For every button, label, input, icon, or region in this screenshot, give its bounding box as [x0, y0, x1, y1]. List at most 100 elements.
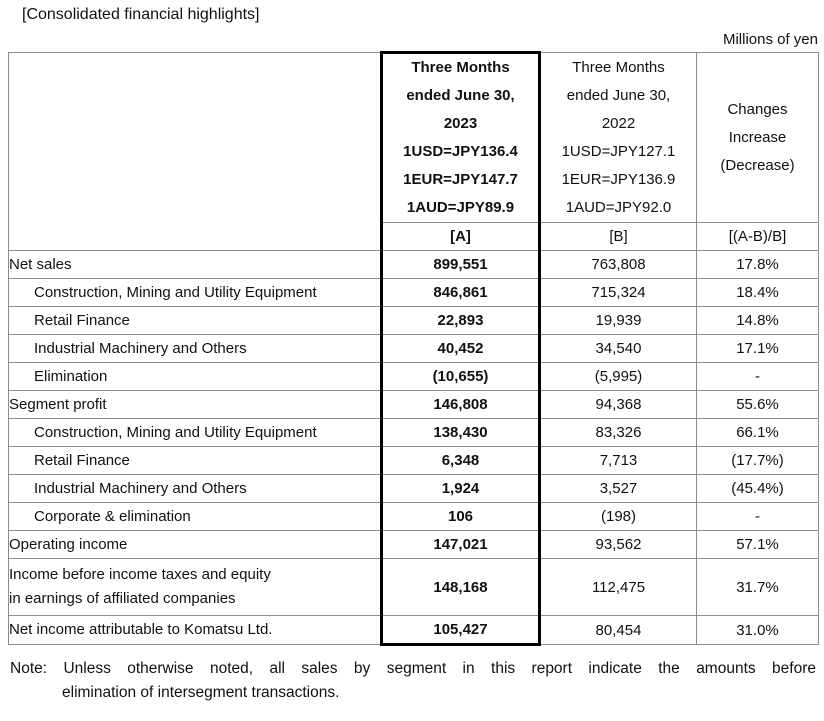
value-change: 31.7%: [696, 558, 819, 616]
row-label-line: Retail Finance: [34, 451, 130, 469]
value-change: 18.4%: [696, 278, 819, 307]
row-label-line: Net sales: [9, 255, 72, 273]
row-label-line: Segment profit: [9, 395, 107, 413]
value-change: -: [696, 502, 819, 531]
value-prior: (198): [539, 502, 697, 531]
value-prior: 763,808: [539, 250, 697, 279]
header-line: Changes: [727, 100, 788, 118]
row-label-line: Industrial Machinery and Others: [34, 339, 247, 357]
row-label: Construction, Mining and Utility Equipme…: [8, 278, 382, 307]
value-prior: 80,454: [539, 615, 697, 645]
table-row: Corporate & elimination 106 (198) -: [8, 502, 819, 531]
table-row: Retail Finance 22,893 19,939 14.8%: [8, 306, 819, 335]
value-current: 138,430: [380, 418, 541, 447]
row-label: Operating income: [8, 530, 382, 559]
value-current: 899,551: [380, 250, 541, 279]
change-key-cell: [(A-B)/B]: [696, 222, 819, 251]
table-row: Industrial Machinery and Others 1,924 3,52…: [8, 474, 819, 503]
value-change: 66.1%: [696, 418, 819, 447]
row-label: Corporate & elimination: [8, 502, 382, 531]
header-line: (Decrease): [720, 156, 795, 174]
row-label-header-cell: [8, 52, 382, 251]
row-label-line: Income before income taxes and equity: [9, 566, 271, 583]
header-line: ended June 30,: [406, 87, 515, 104]
row-label-line: Operating income: [9, 535, 128, 553]
value-current: 148,168: [380, 558, 541, 616]
value-change: (45.4%): [696, 474, 819, 503]
row-label: Construction, Mining and Utility Equipme…: [8, 418, 382, 447]
row-label: Net sales: [8, 250, 382, 279]
row-label: Income before income taxes and equity in …: [8, 558, 382, 616]
value-change: 31.0%: [696, 615, 819, 645]
current-key-cell: [A]: [380, 222, 541, 251]
value-change: (17.7%): [696, 446, 819, 475]
row-label-line: Elimination: [34, 367, 108, 385]
note-line-2: elimination of intersegment transactions…: [62, 684, 340, 701]
prior-period-header-cell: Three Months ended June 30, 2022 1USD=JPY12…: [539, 52, 697, 223]
header-line: Increase: [728, 128, 787, 146]
value-change: 14.8%: [696, 306, 819, 335]
value-prior: 94,368: [539, 390, 697, 419]
value-prior: 7,713: [539, 446, 697, 475]
value-current: 106: [380, 502, 541, 531]
header-line: 1USD=JPY127.1: [561, 142, 676, 160]
header-line: 1AUD=JPY89.9: [406, 199, 515, 216]
table-header: Three Months ended June 30, 2023 1USD=JPY13…: [8, 51, 819, 251]
table-row: Construction, Mining and Utility Equipme…: [8, 278, 819, 307]
value-current: 146,808: [380, 390, 541, 419]
note: Note: Unless otherwise noted, all sales …: [8, 657, 818, 705]
header-line: 1EUR=JPY147.7: [403, 171, 518, 188]
header-line: 1USD=JPY136.4: [403, 143, 518, 160]
row-label: Segment profit: [8, 390, 382, 419]
note-line-1: Note: Unless otherwise noted, all sales …: [10, 660, 816, 677]
page-title: [Consolidated financial highlights]: [22, 6, 260, 23]
row-label-line: Retail Finance: [34, 311, 130, 329]
value-prior: (5,995): [539, 362, 697, 391]
header-line: Three Months: [411, 59, 510, 76]
value-change: 17.8%: [696, 250, 819, 279]
table-row: Net sales 899,551 763,808 17.8%: [8, 250, 819, 279]
value-prior: 715,324: [539, 278, 697, 307]
table-row: Construction, Mining and Utility Equipme…: [8, 418, 819, 447]
row-label-line: Industrial Machinery and Others: [34, 479, 247, 497]
value-change: 55.6%: [696, 390, 819, 419]
value-current: 6,348: [380, 446, 541, 475]
financial-highlights-page: [Consolidated financial highlights] Mill…: [0, 5, 824, 721]
row-label-line: Construction, Mining and Utility Equipme…: [34, 283, 317, 301]
value-change: 57.1%: [696, 530, 819, 559]
value-prior: 112,475: [539, 558, 697, 616]
value-current: 846,861: [380, 278, 541, 307]
table-row: Income before income taxes and equity in …: [8, 558, 819, 616]
row-label-line: in earnings of affiliated companies: [9, 590, 236, 607]
header-key-row: [A] [B] [(A-B)/B]: [9, 222, 819, 251]
row-label: Industrial Machinery and Others: [8, 334, 382, 363]
units-label: Millions of yen: [722, 31, 818, 48]
row-label: Retail Finance: [8, 306, 382, 335]
table-row: Operating income 147,021 93,562 57.1%: [8, 530, 819, 559]
financial-highlights-table: Three Months ended June 30, 2023 1USD=JPY13…: [8, 51, 819, 646]
value-current: 105,427: [380, 615, 541, 646]
value-prior: 19,939: [539, 306, 697, 335]
header-line: 1EUR=JPY136.9: [561, 170, 676, 188]
table-row: Segment profit 146,808 94,368 55.6%: [8, 390, 819, 419]
row-label: Elimination: [8, 362, 382, 391]
header-line: Three Months: [572, 58, 665, 76]
change-header-cell: Changes Increase (Decrease): [696, 52, 819, 223]
table-row: Industrial Machinery and Others 40,452 34,…: [8, 334, 819, 363]
row-label-line: Construction, Mining and Utility Equipme…: [34, 423, 317, 441]
value-change: 17.1%: [696, 334, 819, 363]
table-row: Retail Finance 6,348 7,713 (17.7%): [8, 446, 819, 475]
value-current: 1,924: [380, 474, 541, 503]
row-label-line: Net income attributable to Komatsu Ltd.: [9, 621, 273, 638]
value-current: 147,021: [380, 530, 541, 559]
row-label: Retail Finance: [8, 446, 382, 475]
value-prior: 3,527: [539, 474, 697, 503]
header-line: 1AUD=JPY92.0: [565, 198, 672, 216]
value-prior: 83,326: [539, 418, 697, 447]
value-current: 22,893: [380, 306, 541, 335]
value-prior: 93,562: [539, 530, 697, 559]
current-period-header-cell: Three Months ended June 30, 2023 1USD=JPY13…: [380, 51, 541, 223]
row-label: Net income attributable to Komatsu Ltd.: [8, 615, 382, 645]
value-current: (10,655): [380, 362, 541, 391]
prior-key-cell: [B]: [539, 222, 697, 251]
